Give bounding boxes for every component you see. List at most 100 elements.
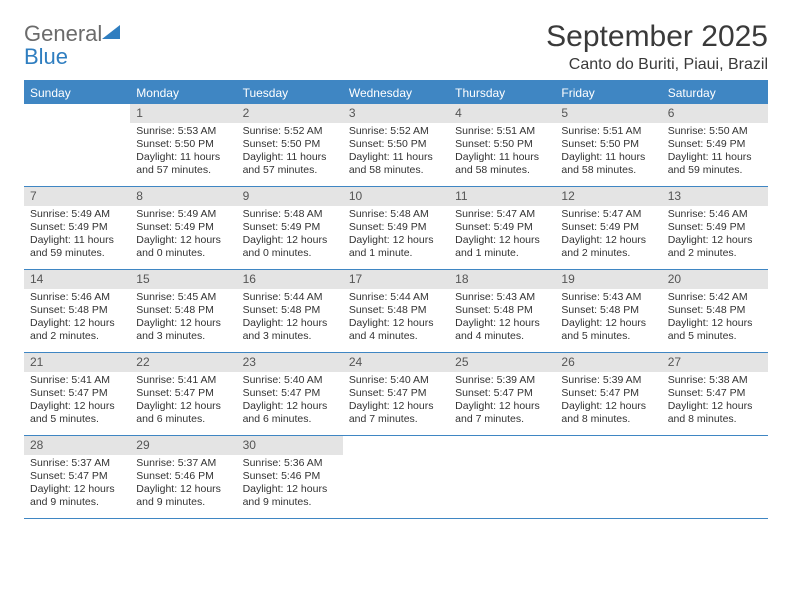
sunset-text: Sunset: 5:47 PM (243, 387, 337, 400)
sunset-text: Sunset: 5:49 PM (136, 221, 230, 234)
day-body: Sunrise: 5:45 AMSunset: 5:48 PMDaylight:… (130, 289, 236, 350)
day-number: 7 (24, 187, 130, 206)
sunset-text: Sunset: 5:49 PM (30, 221, 124, 234)
sunrise-text: Sunrise: 5:46 AM (30, 291, 124, 304)
day-body: Sunrise: 5:49 AMSunset: 5:49 PMDaylight:… (24, 206, 130, 267)
day-number: 17 (343, 270, 449, 289)
day-number: 24 (343, 353, 449, 372)
day-number: 18 (449, 270, 555, 289)
day-cell: 12Sunrise: 5:47 AMSunset: 5:49 PMDayligh… (555, 187, 661, 269)
day-cell: 25Sunrise: 5:39 AMSunset: 5:47 PMDayligh… (449, 353, 555, 435)
sunrise-text: Sunrise: 5:39 AM (455, 374, 549, 387)
day-cell: 1Sunrise: 5:53 AMSunset: 5:50 PMDaylight… (130, 104, 236, 186)
day-body: Sunrise: 5:47 AMSunset: 5:49 PMDaylight:… (555, 206, 661, 267)
logo-word-blue: Blue (24, 44, 68, 69)
sunset-text: Sunset: 5:50 PM (561, 138, 655, 151)
day-body: Sunrise: 5:39 AMSunset: 5:47 PMDaylight:… (555, 372, 661, 433)
weeks-container: 1Sunrise: 5:53 AMSunset: 5:50 PMDaylight… (24, 104, 768, 519)
sunrise-text: Sunrise: 5:47 AM (455, 208, 549, 221)
day-of-week-header: Sunday Monday Tuesday Wednesday Thursday… (24, 82, 768, 104)
sunrise-text: Sunrise: 5:45 AM (136, 291, 230, 304)
day-cell: 29Sunrise: 5:37 AMSunset: 5:46 PMDayligh… (130, 436, 236, 518)
daylight-text: Daylight: 12 hours and 7 minutes. (455, 400, 549, 426)
sunrise-text: Sunrise: 5:46 AM (668, 208, 762, 221)
day-cell: 11Sunrise: 5:47 AMSunset: 5:49 PMDayligh… (449, 187, 555, 269)
daylight-text: Daylight: 12 hours and 5 minutes. (561, 317, 655, 343)
day-cell (343, 436, 449, 518)
sunset-text: Sunset: 5:49 PM (668, 138, 762, 151)
day-number (343, 436, 449, 452)
sunrise-text: Sunrise: 5:38 AM (668, 374, 762, 387)
dow-wed: Wednesday (343, 82, 449, 104)
sunset-text: Sunset: 5:47 PM (136, 387, 230, 400)
sunrise-text: Sunrise: 5:48 AM (349, 208, 443, 221)
day-cell: 7Sunrise: 5:49 AMSunset: 5:49 PMDaylight… (24, 187, 130, 269)
sunset-text: Sunset: 5:46 PM (243, 470, 337, 483)
sunset-text: Sunset: 5:48 PM (455, 304, 549, 317)
day-number: 30 (237, 436, 343, 455)
sunrise-text: Sunrise: 5:40 AM (243, 374, 337, 387)
day-number: 29 (130, 436, 236, 455)
daylight-text: Daylight: 12 hours and 6 minutes. (243, 400, 337, 426)
sunset-text: Sunset: 5:48 PM (136, 304, 230, 317)
daylight-text: Daylight: 12 hours and 6 minutes. (136, 400, 230, 426)
day-cell (449, 436, 555, 518)
logo-word-general: General (24, 21, 102, 46)
day-body: Sunrise: 5:43 AMSunset: 5:48 PMDaylight:… (449, 289, 555, 350)
day-number: 11 (449, 187, 555, 206)
daylight-text: Daylight: 12 hours and 9 minutes. (136, 483, 230, 509)
day-number: 9 (237, 187, 343, 206)
day-number: 15 (130, 270, 236, 289)
day-body: Sunrise: 5:50 AMSunset: 5:49 PMDaylight:… (662, 123, 768, 184)
day-body: Sunrise: 5:41 AMSunset: 5:47 PMDaylight:… (24, 372, 130, 433)
day-body: Sunrise: 5:42 AMSunset: 5:48 PMDaylight:… (662, 289, 768, 350)
sunrise-text: Sunrise: 5:51 AM (561, 125, 655, 138)
daylight-text: Daylight: 12 hours and 9 minutes. (243, 483, 337, 509)
day-number: 23 (237, 353, 343, 372)
day-cell: 27Sunrise: 5:38 AMSunset: 5:47 PMDayligh… (662, 353, 768, 435)
daylight-text: Daylight: 11 hours and 58 minutes. (561, 151, 655, 177)
sunset-text: Sunset: 5:49 PM (243, 221, 337, 234)
dow-tue: Tuesday (237, 82, 343, 104)
daylight-text: Daylight: 12 hours and 2 minutes. (30, 317, 124, 343)
day-cell: 30Sunrise: 5:36 AMSunset: 5:46 PMDayligh… (237, 436, 343, 518)
daylight-text: Daylight: 12 hours and 7 minutes. (349, 400, 443, 426)
daylight-text: Daylight: 12 hours and 5 minutes. (668, 317, 762, 343)
daylight-text: Daylight: 11 hours and 57 minutes. (136, 151, 230, 177)
day-cell: 6Sunrise: 5:50 AMSunset: 5:49 PMDaylight… (662, 104, 768, 186)
day-number: 6 (662, 104, 768, 123)
day-cell: 13Sunrise: 5:46 AMSunset: 5:49 PMDayligh… (662, 187, 768, 269)
day-number: 19 (555, 270, 661, 289)
sunset-text: Sunset: 5:48 PM (668, 304, 762, 317)
sunset-text: Sunset: 5:47 PM (30, 470, 124, 483)
day-number (662, 436, 768, 452)
daylight-text: Daylight: 12 hours and 5 minutes. (30, 400, 124, 426)
day-cell: 26Sunrise: 5:39 AMSunset: 5:47 PMDayligh… (555, 353, 661, 435)
location-label: Canto do Buriti, Piaui, Brazil (546, 56, 768, 74)
day-cell (555, 436, 661, 518)
title-block: September 2025 Canto do Buriti, Piaui, B… (546, 20, 768, 74)
day-body: Sunrise: 5:44 AMSunset: 5:48 PMDaylight:… (343, 289, 449, 350)
sunset-text: Sunset: 5:50 PM (455, 138, 549, 151)
day-number: 27 (662, 353, 768, 372)
week-row: 28Sunrise: 5:37 AMSunset: 5:47 PMDayligh… (24, 436, 768, 519)
day-cell: 8Sunrise: 5:49 AMSunset: 5:49 PMDaylight… (130, 187, 236, 269)
day-number: 3 (343, 104, 449, 123)
dow-sat: Saturday (662, 82, 768, 104)
sunset-text: Sunset: 5:48 PM (243, 304, 337, 317)
day-number (24, 104, 130, 120)
day-cell: 4Sunrise: 5:51 AMSunset: 5:50 PMDaylight… (449, 104, 555, 186)
daylight-text: Daylight: 12 hours and 2 minutes. (561, 234, 655, 260)
day-body: Sunrise: 5:52 AMSunset: 5:50 PMDaylight:… (343, 123, 449, 184)
day-cell (662, 436, 768, 518)
sunset-text: Sunset: 5:47 PM (561, 387, 655, 400)
day-cell: 10Sunrise: 5:48 AMSunset: 5:49 PMDayligh… (343, 187, 449, 269)
sunrise-text: Sunrise: 5:50 AM (668, 125, 762, 138)
day-cell: 9Sunrise: 5:48 AMSunset: 5:49 PMDaylight… (237, 187, 343, 269)
daylight-text: Daylight: 11 hours and 57 minutes. (243, 151, 337, 177)
day-number: 25 (449, 353, 555, 372)
sunrise-text: Sunrise: 5:52 AM (349, 125, 443, 138)
day-cell: 20Sunrise: 5:42 AMSunset: 5:48 PMDayligh… (662, 270, 768, 352)
week-row: 14Sunrise: 5:46 AMSunset: 5:48 PMDayligh… (24, 270, 768, 353)
day-body: Sunrise: 5:52 AMSunset: 5:50 PMDaylight:… (237, 123, 343, 184)
